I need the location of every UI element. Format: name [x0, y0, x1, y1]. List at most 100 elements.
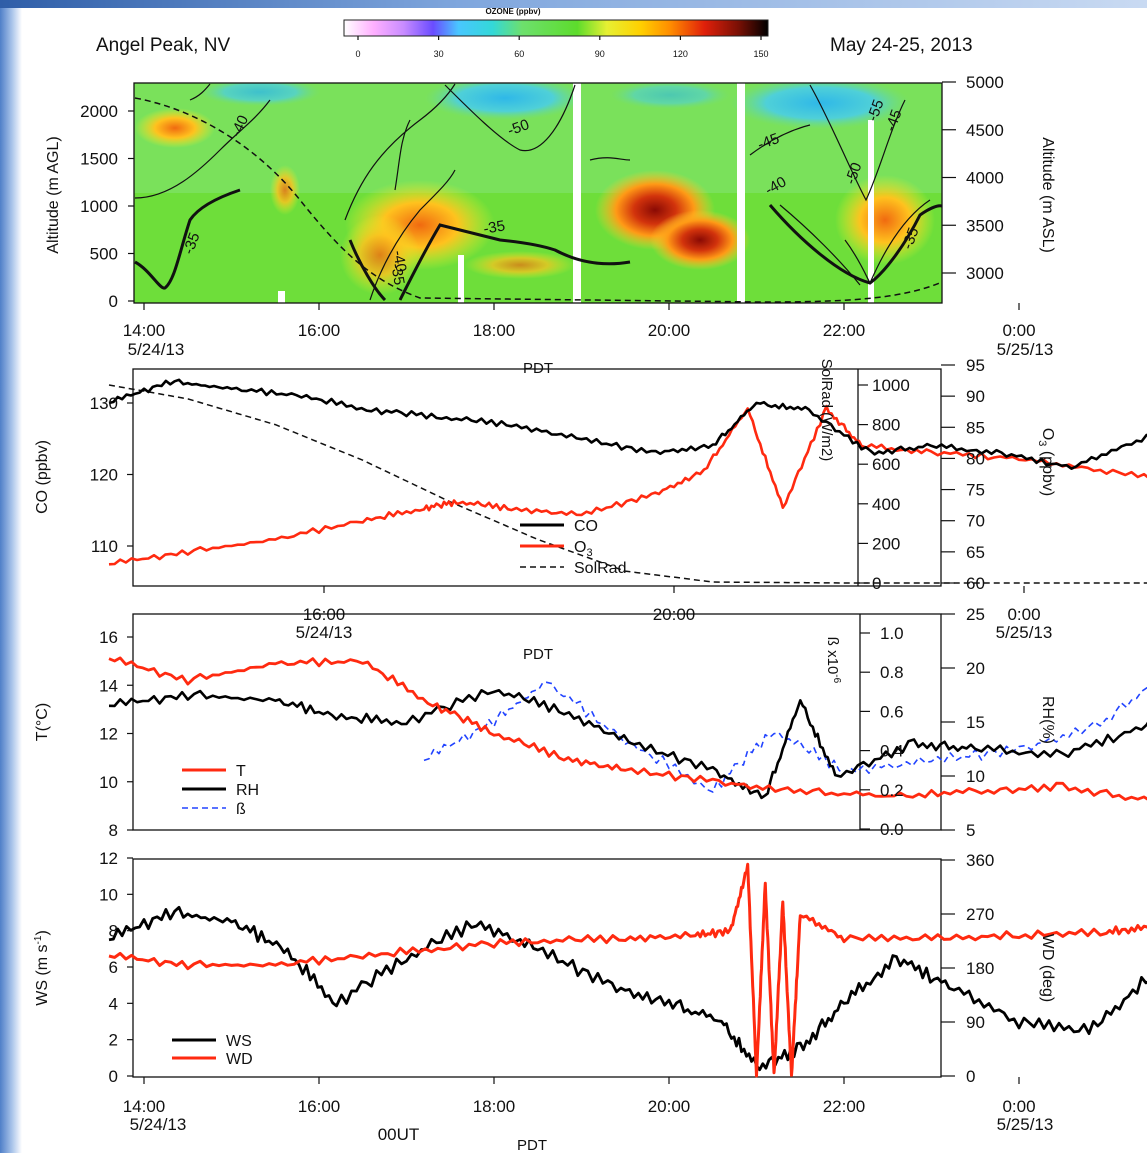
y-right-tick-label: 3000 [966, 264, 1004, 283]
y-tick-label: 8 [109, 922, 118, 941]
legend-label: WS [226, 1033, 252, 1050]
y-right-tick-label: 5 [966, 821, 975, 840]
y-tick-label: 1500 [80, 150, 118, 169]
colorbar-tick-label: 150 [753, 49, 768, 59]
t-rh-beta-series [108, 656, 1147, 801]
y-right-tick-label: 90 [966, 387, 985, 406]
solrad-tick-label: 200 [872, 534, 900, 553]
solrad-tick-label: 400 [872, 495, 900, 514]
series-line- [423, 681, 1147, 793]
colorbar-tick-label: 60 [514, 49, 524, 59]
legend-label: CO [574, 518, 598, 535]
x-tick-label: 18:00 [473, 1097, 516, 1116]
curtain-y-right-label: Altitude (m ASL) [1039, 137, 1056, 253]
y-right-tick-label: 10 [966, 767, 985, 786]
colorbar-ticks: 0 30 60 90 120 150 [355, 36, 769, 59]
y-right-tick-label: 0 [966, 1067, 975, 1086]
y-right-tick-label: 5000 [966, 73, 1004, 92]
y-right-tick-label: 85 [966, 418, 985, 437]
co-y-label: CO (ppbv) [34, 440, 51, 514]
y-right-tick-label: 80 [966, 449, 985, 468]
t-rh-beta-axes: 8 10 12 14 16 5 10 15 20 25 0.0 0.2 0.4 0.6 0.8 1.0 T RH ß [99, 605, 985, 840]
ws-wd-axes: 0 2 4 6 8 10 12 0 90 180 270 360 14:00 16:00 18:00 20:0… [99, 849, 1054, 1144]
series-line-o3 [108, 404, 1147, 566]
y-tick-label: 16 [99, 628, 118, 647]
ws-x-label: PDT [517, 1137, 547, 1153]
x-tick-label: 22:00 [823, 321, 866, 340]
beta-tick-label: 0.4 [880, 742, 904, 761]
contour-label: -35 [482, 217, 506, 238]
contour-label: -35 [180, 230, 203, 256]
date-label: 5/25/13 [997, 1115, 1054, 1134]
ozone-curtain-panel: -40-35-35-50-45-35-40 -50-55-45-35-40 [133, 82, 943, 304]
y-tick-label: 2000 [80, 102, 118, 121]
y-right-tick-label: 20 [966, 659, 985, 678]
y-tick-label: 130 [90, 394, 118, 413]
y-tick-label: 6 [109, 958, 118, 977]
y-tick-label: 4 [109, 994, 118, 1013]
y-tick-label: 10 [99, 885, 118, 904]
curtain-y-label: Altitude (m AGL) [45, 136, 62, 253]
legend-label: O3 [574, 539, 593, 559]
contour-label: -45 [755, 130, 781, 153]
solrad-tick-label: 800 [872, 416, 900, 435]
beta-tick-label: 0.0 [880, 820, 904, 839]
co-o3-plot-frame [132, 368, 942, 587]
y-right-tick-label: 95 [966, 356, 985, 375]
x-tick-label: 14:00 [123, 1097, 166, 1116]
y-tick-label: 10 [99, 773, 118, 792]
y-right-tick-label: 270 [966, 905, 994, 924]
ws-wd-series [108, 862, 1147, 1078]
series-line-t [108, 656, 1147, 801]
solrad-tick-label: 1000 [872, 376, 910, 395]
beta-tick-label: 0.6 [880, 702, 904, 721]
beta-tick-label: 1.0 [880, 624, 904, 643]
ws-y-label: WS (m s-1) [33, 930, 51, 1006]
utc-label: 00UT [378, 1125, 420, 1144]
y-right-tick-label: 4500 [966, 121, 1004, 140]
contour-label: -40 [389, 249, 410, 273]
colorbar-tick-label: 120 [673, 49, 688, 59]
date-label: 5/25/13 [996, 623, 1053, 642]
top-accent-band [0, 0, 1147, 8]
x-tick-label: 0:00 [1002, 321, 1035, 340]
legend-label: RH [236, 782, 259, 799]
y-right-tick-label: 90 [966, 1013, 985, 1032]
curtain-x-label: PDT [523, 360, 553, 377]
date-label: 5/24/13 [296, 623, 353, 642]
series-line-co [108, 378, 1147, 470]
date-label: 5/24/13 [130, 1115, 187, 1134]
beta-y-label: ß x10-6 [824, 637, 842, 684]
contour-label: -50 [505, 116, 531, 139]
y-right-tick-label: 360 [966, 851, 994, 870]
contour-label: -35 [387, 262, 408, 286]
y-tick-label: 0 [109, 1067, 118, 1086]
date-label: 5/25/13 [997, 340, 1054, 359]
y-right-tick-label: 4000 [966, 169, 1004, 188]
x-tick-label: 20:00 [648, 1097, 691, 1116]
y-tick-label: 500 [90, 245, 118, 264]
x-tick-label: 16:00 [298, 321, 341, 340]
solrad-y-label: SolRad (W/m2) [818, 359, 835, 462]
y-tick-label: 8 [109, 821, 118, 840]
legend-label: WD [226, 1051, 253, 1068]
y-right-tick-label: 65 [966, 543, 985, 562]
rh-y-label: RH(%) [1039, 696, 1056, 744]
contour-label: -35 [899, 225, 922, 251]
x-tick-label: 0:00 [1007, 605, 1040, 624]
co-x-label: PDT [523, 646, 553, 663]
contour-label: -45 [882, 107, 905, 133]
contour-label: -50 [842, 160, 865, 186]
legend-label: T [236, 763, 246, 780]
colorbar-tick-label: 30 [434, 49, 444, 59]
y-right-tick-label: 75 [966, 481, 985, 500]
y-tick-label: 2 [109, 1031, 118, 1050]
y-tick-label: 14 [99, 676, 118, 695]
x-tick-label: 18:00 [473, 321, 516, 340]
solrad-tick-label: 600 [872, 455, 900, 474]
co-o3-series [108, 378, 1147, 584]
date-range-label: May 24-25, 2013 [830, 35, 973, 56]
x-tick-label: 22:00 [823, 1097, 866, 1116]
x-tick-label: 14:00 [123, 321, 166, 340]
